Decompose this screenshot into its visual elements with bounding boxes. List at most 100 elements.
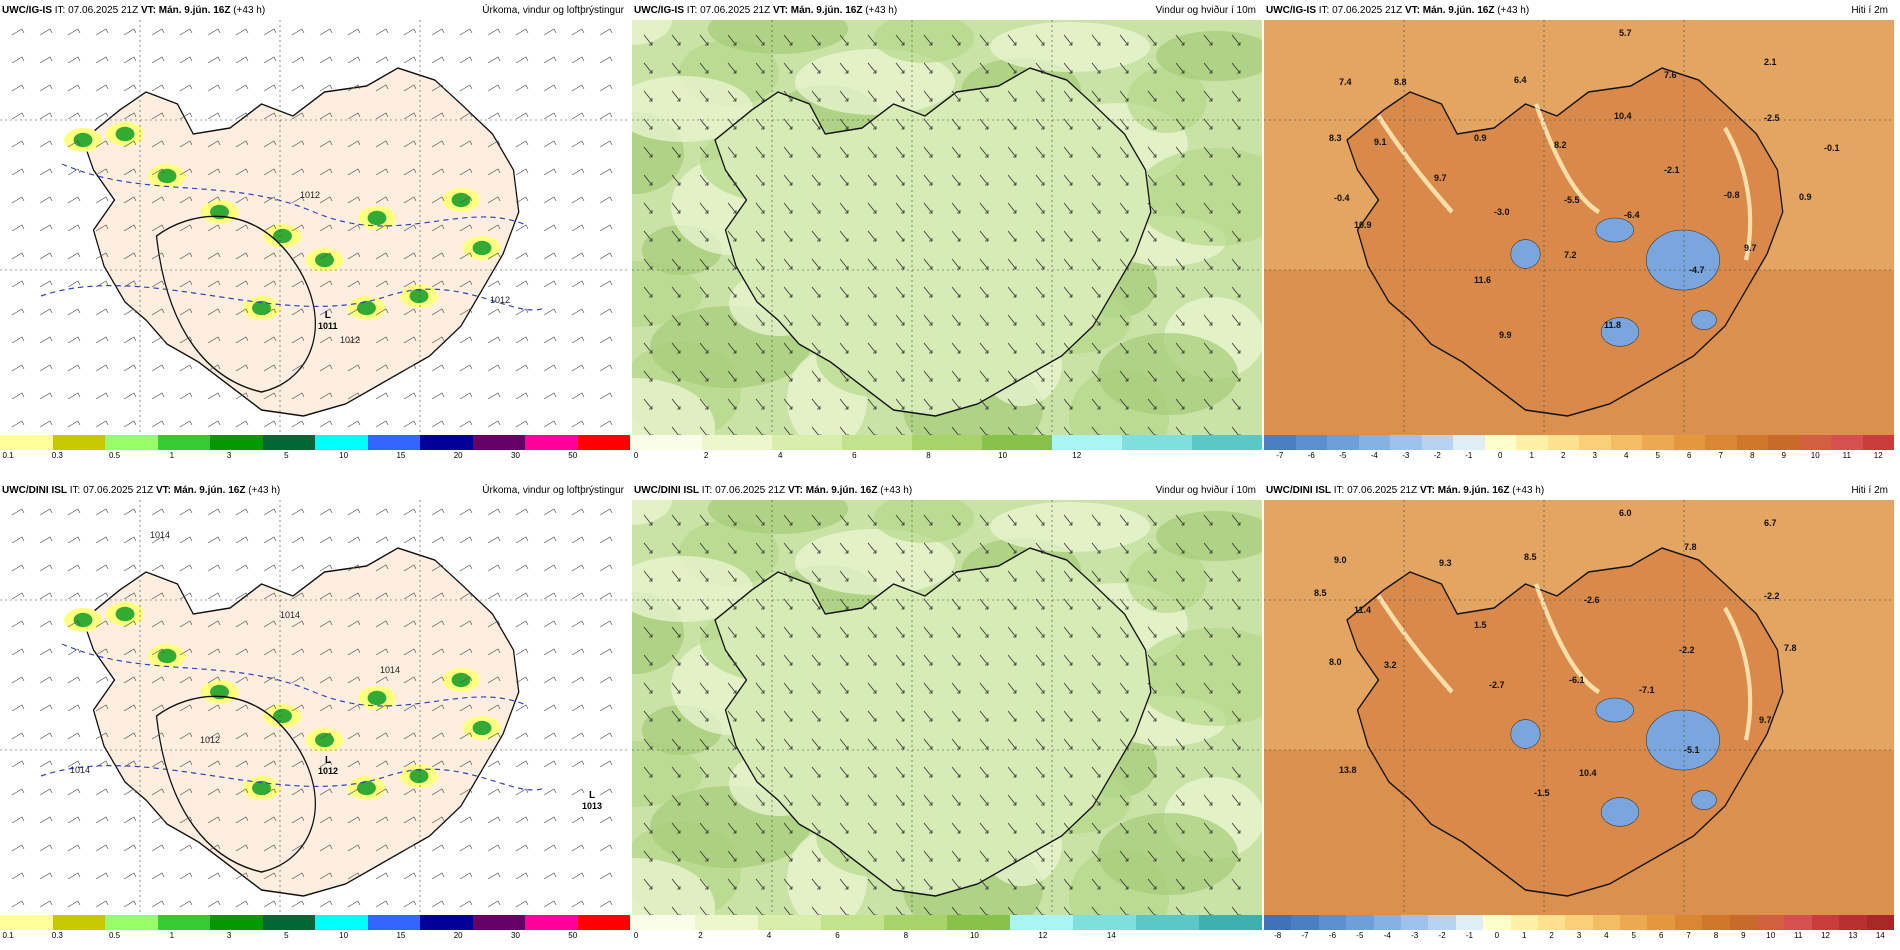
forecast-map[interactable] <box>632 500 1262 915</box>
wind-barb <box>319 760 333 768</box>
wind-arrow <box>1231 370 1241 382</box>
wind-barb <box>543 84 557 92</box>
wind-barb <box>95 648 109 656</box>
wind-arrow <box>755 342 765 354</box>
lead-time: (+43 h) <box>1512 484 1545 496</box>
init-time: 07.06.2025 21Z <box>68 4 139 16</box>
wind-barb <box>179 168 193 176</box>
temperature-value: -6.4 <box>1624 210 1640 220</box>
wind-arrow <box>979 766 989 778</box>
wind-arrow <box>727 370 737 382</box>
forecast-panel: UWC/IG-IS IT: 07.06.2025 21Z VT: Mán. 9.… <box>1264 0 1894 460</box>
wind-barb <box>179 28 193 36</box>
wind-arrow <box>895 314 905 326</box>
wind-arrow <box>1231 542 1241 554</box>
wind-barb <box>543 336 557 344</box>
wind-arrow <box>727 682 737 694</box>
wind-arrow <box>1063 542 1073 554</box>
wind-barb <box>431 28 445 36</box>
wind-barb <box>207 732 221 740</box>
wind-arrow <box>1091 314 1101 326</box>
forecast-map[interactable]: 6.0 6.7 9.0 9.3 8.5 7.8 8.5 -2.6 -2.2 11.4 1.5 -2.2… <box>1264 500 1894 915</box>
wind-arrow <box>1203 62 1213 74</box>
legend-swatch <box>262 435 315 450</box>
wind-arrow <box>1063 118 1073 130</box>
wind-arrow <box>951 62 961 74</box>
wind-barb <box>123 420 137 428</box>
wind-arrow <box>1147 766 1157 778</box>
precip-core <box>367 210 387 226</box>
wind-barb <box>319 704 333 712</box>
wind-barb <box>571 536 585 544</box>
wind-barb <box>571 364 585 372</box>
wind-barb <box>347 56 361 64</box>
wind-arrow <box>1063 202 1073 214</box>
legend-labels: 0.1 0.3 0.5 1 3 5 10 15 20 30 50 <box>0 451 630 461</box>
wind-barb <box>291 56 305 64</box>
forecast-map[interactable]: 1012 1012 1012 L 1011 <box>0 20 630 435</box>
wind-barb <box>235 872 249 880</box>
wind-barb <box>263 676 277 684</box>
wind-arrow <box>1231 682 1241 694</box>
forecast-map[interactable]: 5.7 2.1 7.4 8.8 6.4 7.6 -2.5 8.3 9.1 10.4 0.9 8.2 -0… <box>1264 20 1894 435</box>
init-time: 07.06.2025 21Z <box>83 484 154 496</box>
wind-arrow <box>1007 626 1017 638</box>
wind-arrow <box>1035 514 1045 526</box>
wind-barb <box>151 28 165 36</box>
wind-arrow <box>1035 794 1045 806</box>
wind-arrow <box>643 570 653 582</box>
wind-arrow <box>1231 738 1241 750</box>
legend-swatch <box>1647 915 1675 930</box>
wind-barb <box>319 844 333 852</box>
wind-arrow <box>811 118 821 130</box>
wind-barb <box>571 252 585 260</box>
wind-barb <box>235 252 249 260</box>
wind-barb <box>571 84 585 92</box>
forecast-map[interactable] <box>632 20 1262 435</box>
forecast-map[interactable]: 1014 1014 1014 1012 1014 L 1012 L 1013 <box>0 500 630 915</box>
wind-barb <box>347 676 361 684</box>
wind-barb <box>11 224 25 232</box>
wind-barb <box>179 760 193 768</box>
wind-arrow <box>1119 370 1129 382</box>
wind-barb <box>599 844 613 852</box>
wind-barb <box>95 900 109 908</box>
lead-time: (+43 h) <box>233 4 266 16</box>
init-label: IT: <box>686 4 698 16</box>
wind-barb <box>95 536 109 544</box>
wind-arrow <box>1007 34 1017 46</box>
wind-arrow <box>755 286 765 298</box>
temperature-value: 6.0 <box>1619 508 1632 518</box>
wind-arrow <box>727 202 737 214</box>
wind-barb <box>515 28 529 36</box>
wind-arrow <box>867 202 877 214</box>
wind-arrow <box>867 878 877 890</box>
wind-arrow <box>1063 850 1073 862</box>
wind-arrow <box>755 398 765 410</box>
wind-arrow <box>783 738 793 750</box>
wind-arrow <box>923 146 933 158</box>
wind-arrow <box>1035 258 1045 270</box>
wind-barb <box>515 224 529 232</box>
wind-barb <box>403 676 417 684</box>
wind-barb <box>543 620 557 628</box>
wind-arrow <box>671 738 681 750</box>
wind-barb <box>263 844 277 852</box>
wind-barb <box>179 592 193 600</box>
wind-arrow <box>1147 286 1157 298</box>
precip-core <box>252 300 271 316</box>
legend-swatch <box>1136 915 1199 930</box>
low-pressure-marker: L 1011 <box>318 310 338 331</box>
lead-time: (+43 h) <box>248 484 281 496</box>
wind-barb <box>487 224 501 232</box>
wind-arrow <box>1147 118 1157 130</box>
panel-run-info: UWC/DINI ISL IT: 07.06.2025 21Z VT: Mán.… <box>2 485 280 496</box>
wind-barb <box>263 56 277 64</box>
wind-arrow <box>1091 738 1101 750</box>
wind-barb <box>571 564 585 572</box>
wind-barb <box>123 536 137 544</box>
wind-barb <box>123 140 137 148</box>
wind-arrow <box>699 626 709 638</box>
wind-arrow <box>811 90 821 102</box>
wind-arrow <box>727 766 737 778</box>
